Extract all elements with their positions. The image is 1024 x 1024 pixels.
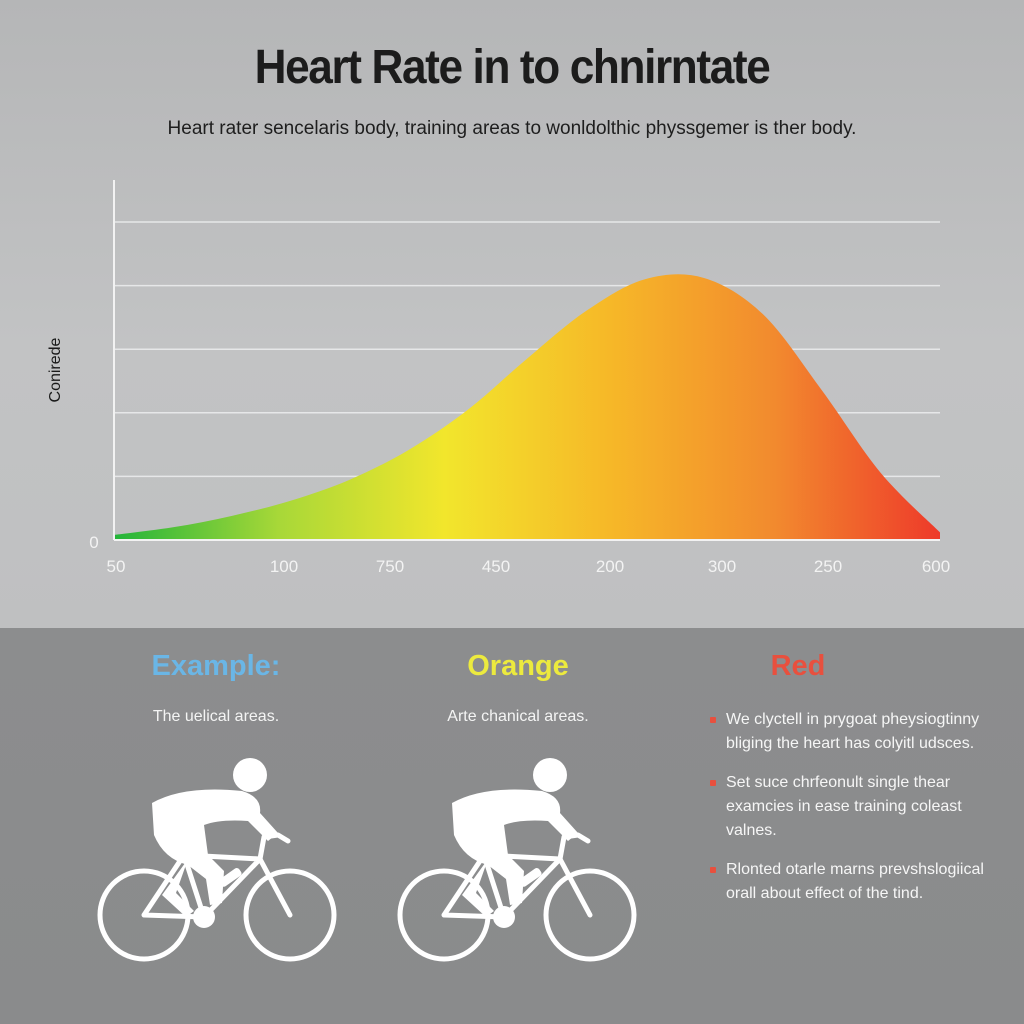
y-tick-label: 0 [89,533,98,552]
x-tick-label: 100 [270,557,298,576]
bullet-text: Set suce chrfeonult single thear examcie… [726,774,962,839]
x-tick-label: 450 [482,557,510,576]
bullet-icon [710,867,716,873]
heart-rate-chart: 50 100 750 450 200 300 250 600 0 [89,180,950,576]
list-item: We clyctell in prygoat pheysiogtinny bli… [708,708,1008,756]
y-axis-label: Conirede [47,337,64,403]
x-tick-label: 250 [814,557,842,576]
bullet-icon [710,717,716,723]
x-tick-label: 200 [596,557,624,576]
x-tick-label: 750 [376,557,404,576]
cyclist-icon [397,758,637,962]
panel-text-example: The uelical areas. [152,708,280,725]
panel-heading-red: Red [770,650,826,682]
page-subtitle: Heart rater sencelaris body, training ar… [167,118,857,139]
x-tick-label: 600 [922,557,950,576]
list-item: Set suce chrfeonult single thear examcie… [708,771,1008,843]
panel-heading-orange: Orange [467,650,569,682]
x-tick-label: 50 [107,557,126,576]
cyclist-icon [97,758,337,962]
bullet-icon [710,780,716,786]
bullet-text: Rlonted otarle marns prevshslogiical ora… [726,861,984,902]
list-item: Rlonted otarle marns prevshslogiical ora… [708,858,1008,906]
red-bullet-list: We clyctell in prygoat pheysiogtinny bli… [708,708,1008,921]
panel-text-orange: Arte chanical areas. [447,708,589,725]
heart-rate-area [114,274,940,540]
page-title: Heart Rate in to chnirntate [254,41,771,94]
bullet-text: We clyctell in prygoat pheysiogtinny bli… [726,711,980,752]
x-tick-label: 300 [708,557,736,576]
panel-heading-example: Example: [151,650,281,682]
